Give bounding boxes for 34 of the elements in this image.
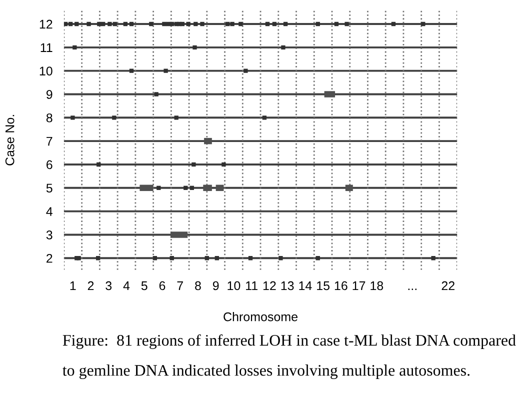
x-tick-label: 7: [177, 281, 183, 290]
x-tick-label: 6: [159, 281, 166, 290]
x-tick-label: 1: [70, 281, 76, 290]
y-tick-label: 11: [40, 43, 52, 52]
x-tick-label: 12: [263, 281, 276, 290]
y-tick-label: 7: [46, 136, 52, 146]
y-tick-label: 12: [40, 20, 52, 29]
x-tick-label: 5: [141, 281, 148, 290]
x-tick-label: 2: [88, 281, 94, 290]
y-tick-label: 2: [46, 254, 52, 263]
y-tick-label: 8: [46, 113, 52, 122]
y-tick-label: 9: [46, 90, 52, 99]
x-tick-label: 3: [106, 281, 112, 290]
x-tick-label: 15: [317, 281, 330, 290]
x-tick-label: 14: [299, 281, 312, 290]
x-tick-label: ...: [408, 288, 416, 290]
x-tick-label: 17: [352, 281, 366, 290]
x-tick-label: 13: [281, 281, 294, 290]
y-tick-label: 5: [46, 184, 52, 193]
x-tick-label: 22: [442, 281, 454, 290]
x-tick-label: 10: [228, 281, 240, 290]
x-tick-label: 4: [123, 281, 130, 290]
x-tick-label: 9: [212, 281, 219, 290]
y-tick-label: 6: [46, 160, 52, 170]
text: Figure: 81 regions of inferred LOH in case t-ML blast DNA compared to gemline DNA indicated losses involving multiple autosomes.: [62, 334, 516, 380]
x-tick-label: 18: [370, 281, 384, 290]
x-tick-label: 11: [246, 281, 258, 290]
y-axis-title: Case No.: [5, 114, 14, 166]
x-tick-label: 16: [334, 281, 348, 290]
y-tick-label: 10: [40, 66, 52, 76]
y-tick-label: 4: [46, 207, 52, 216]
x-tick-label: 8: [195, 281, 201, 290]
x-axis-title: Chromosome: [224, 312, 298, 322]
y-tick-label: 3: [46, 230, 52, 240]
